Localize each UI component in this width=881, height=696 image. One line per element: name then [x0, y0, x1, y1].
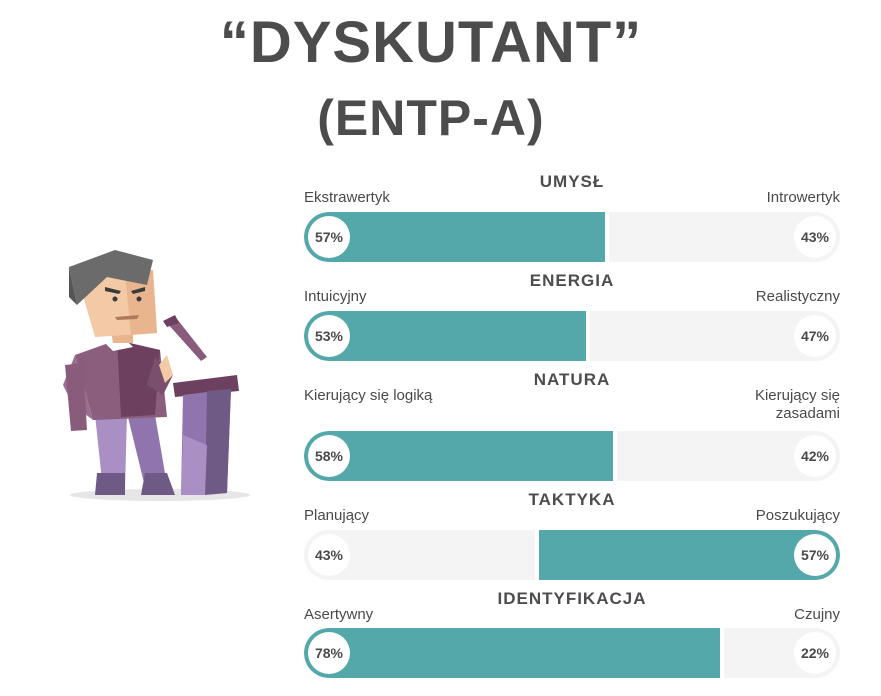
- trait-right-percent: 22%: [794, 632, 836, 674]
- trait-bar-divider: [605, 212, 609, 262]
- trait-right-percent: 57%: [794, 534, 836, 576]
- trait-bar-divider: [720, 628, 724, 678]
- trait-bar-divider: [613, 431, 617, 481]
- debater-illustration: [55, 245, 255, 505]
- trait-right-percent: 47%: [794, 315, 836, 357]
- trait-left-label: Kierujący się logiką: [304, 387, 433, 404]
- page-subtitle: (ENTP-A): [317, 90, 545, 146]
- trait-left-percent: 43%: [308, 534, 350, 576]
- trait-left-label: Planujący: [304, 507, 370, 524]
- trait-bar-divider: [586, 311, 590, 361]
- trait-left-percent: 57%: [308, 216, 350, 258]
- trait-right-label: Poszukujący: [755, 507, 840, 524]
- trait-left-percent: 58%: [308, 435, 350, 477]
- trait-right-label: Czujny: [794, 606, 840, 623]
- trait-left-percent: 78%: [308, 632, 350, 674]
- trait-right-percent: 43%: [794, 216, 836, 258]
- trait-left-label: Asertywny: [304, 606, 374, 623]
- trait-right-label: Realistyczny: [755, 288, 840, 305]
- trait-bar: 53% 47%: [304, 311, 840, 361]
- trait-bar-divider: [535, 530, 539, 580]
- trait-bar: 58% 42%: [304, 431, 840, 481]
- trait-bar-fill: [304, 311, 586, 361]
- trait-right-label: Kierujący się zasadami: [754, 387, 840, 422]
- trait-bar-fill: [539, 530, 840, 580]
- trait-bar: 43% 57%: [304, 530, 840, 580]
- trait-name: IDENTYFIKACJA: [497, 589, 647, 608]
- trait-bar-fill: [304, 628, 720, 678]
- trait-left-label: Ekstrawertyk: [304, 189, 390, 206]
- trait-right-percent: 42%: [794, 435, 836, 477]
- trait-left-percent: 53%: [308, 315, 350, 357]
- page-title: “DYSKUTANT”: [219, 10, 643, 75]
- trait-right-label: Introwertyk: [766, 189, 840, 206]
- speaker-at-podium-icon: [63, 250, 250, 501]
- trait-bar: 78% 22%: [304, 628, 840, 678]
- trait-bar-fill: [304, 431, 613, 481]
- trait-left-label: Intuicyjny: [304, 288, 367, 305]
- trait-bar: 57% 43%: [304, 212, 840, 262]
- trait-bar-fill: [304, 212, 605, 262]
